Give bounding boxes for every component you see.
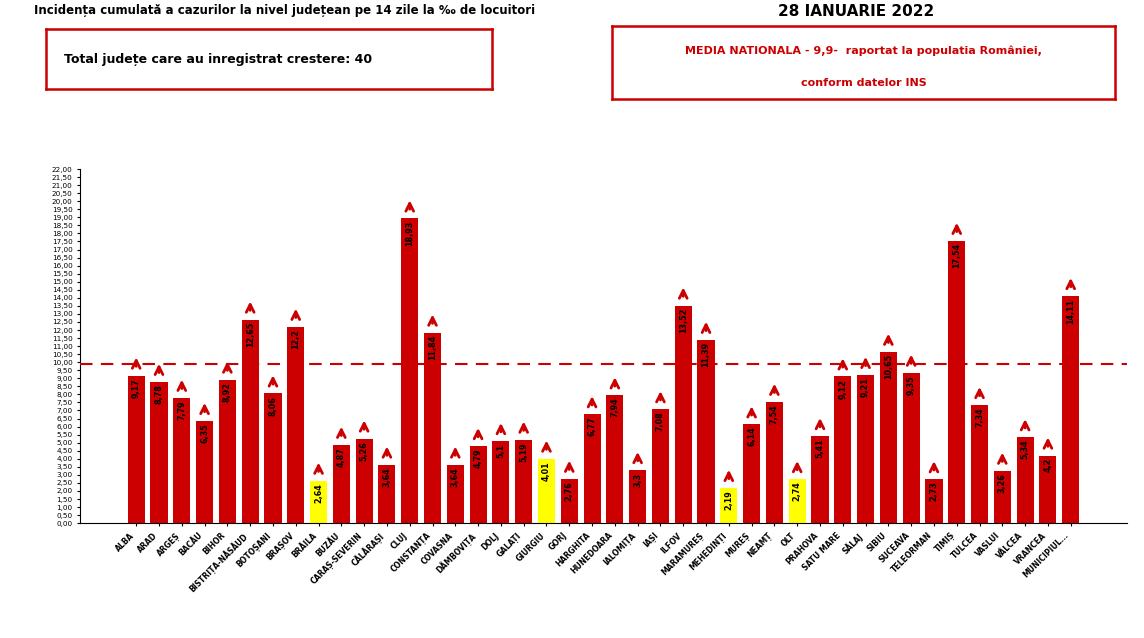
Text: 13,52: 13,52 [678,308,688,333]
Bar [264,394,281,523]
Text: 2,74: 2,74 [793,482,802,501]
Text: 4,87: 4,87 [336,447,345,467]
Text: 3,26: 3,26 [998,473,1007,493]
Text: 11,39: 11,39 [701,342,710,367]
Bar [652,409,669,523]
Bar [310,480,327,523]
Text: 28 IANUARIE 2022: 28 IANUARIE 2022 [778,4,935,20]
Text: 3,3: 3,3 [633,473,642,487]
Text: 9,12: 9,12 [839,379,848,399]
Bar [675,306,692,523]
Bar [1062,296,1079,523]
Bar [925,479,943,523]
Text: 6,14: 6,14 [747,427,756,447]
Text: 5,41: 5,41 [816,438,825,458]
Text: conform datelor INS: conform datelor INS [801,78,927,88]
Bar [241,320,259,523]
Text: 12,65: 12,65 [246,322,255,347]
Bar [606,396,623,523]
Bar [402,218,419,523]
Bar [333,445,350,523]
Bar [424,332,442,523]
Bar [469,446,486,523]
Bar [173,397,190,523]
Bar [834,376,851,523]
Bar [447,464,463,523]
Bar [765,402,782,523]
Bar [515,440,532,523]
Text: 5,34: 5,34 [1020,440,1030,459]
Text: 5,26: 5,26 [359,441,368,461]
Text: 2,19: 2,19 [724,491,733,510]
Bar [583,414,601,523]
Bar [880,352,897,523]
Bar [788,479,805,523]
Text: MEDIA NATIONALA - 9,9-  raportat la populatia României,: MEDIA NATIONALA - 9,9- raportat la popul… [685,46,1042,56]
Bar [1040,456,1056,523]
Bar [1017,437,1034,523]
Text: 2,64: 2,64 [315,483,323,503]
Text: 5,1: 5,1 [496,443,506,457]
Bar [994,471,1011,523]
Text: 17,54: 17,54 [952,243,961,269]
Bar [538,459,555,523]
Text: 4,79: 4,79 [474,449,483,468]
Text: 8,06: 8,06 [269,396,278,415]
Bar [721,488,738,523]
Text: Incidența cumulată a cazurilor la nivel județean pe 14 zile la ‰ de locuitori: Incidența cumulată a cazurilor la nivel … [34,4,535,17]
Bar [151,382,167,523]
Bar [219,380,236,523]
Bar [196,421,213,523]
Text: 7,34: 7,34 [975,408,984,427]
Text: 6,77: 6,77 [588,417,596,436]
Text: 3,64: 3,64 [382,467,391,487]
Text: Total județe care au inregistrat crestere: 40: Total județe care au inregistrat crester… [64,52,372,66]
Text: 7,08: 7,08 [656,412,665,431]
Bar [561,478,578,523]
Text: 12,2: 12,2 [292,329,300,349]
Text: 9,17: 9,17 [132,378,141,397]
Bar [903,373,920,523]
Bar [128,376,145,523]
Text: 9,21: 9,21 [861,377,871,397]
Text: 3,64: 3,64 [451,467,460,487]
Text: 11,84: 11,84 [428,335,437,360]
Bar [857,375,874,523]
Text: 5,19: 5,19 [519,442,529,462]
Bar [948,241,966,523]
Text: 2,76: 2,76 [565,481,574,501]
Text: 8,78: 8,78 [154,384,164,404]
Text: 7,79: 7,79 [177,400,186,420]
Text: 10,65: 10,65 [884,354,892,379]
Text: 4,2: 4,2 [1043,458,1052,472]
Bar [379,464,396,523]
Text: 7,94: 7,94 [611,397,619,417]
Bar [356,438,373,523]
Text: 9,35: 9,35 [907,375,915,395]
Text: 7,54: 7,54 [770,404,779,424]
Text: 8,92: 8,92 [223,382,232,402]
Text: 4,01: 4,01 [542,461,551,480]
Bar [971,405,988,523]
Bar [698,340,715,523]
Bar [492,441,509,523]
Bar [811,436,828,523]
Bar [629,470,646,523]
Bar [744,424,760,523]
Text: 6,35: 6,35 [200,424,209,443]
Bar [287,327,304,523]
Text: 2,73: 2,73 [929,482,938,501]
Text: 18,93: 18,93 [405,221,414,246]
Text: 14,11: 14,11 [1066,299,1075,323]
